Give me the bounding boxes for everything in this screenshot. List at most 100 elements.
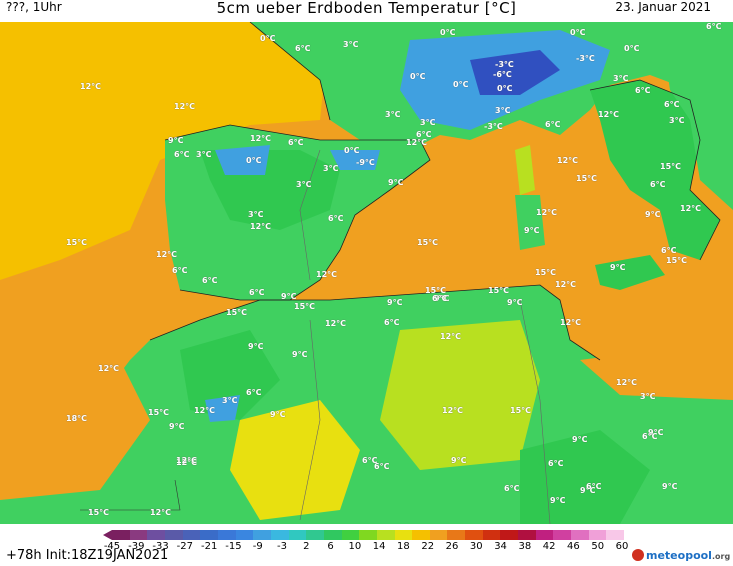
- temperature-label: 6°C: [545, 120, 561, 129]
- temperature-label: 6°C: [432, 294, 448, 303]
- temperature-label: 6°C: [362, 456, 378, 465]
- colorbar-tick-label: -39: [128, 541, 145, 552]
- temperature-label: 15°C: [66, 238, 88, 247]
- temperature-label: 3°C: [323, 164, 339, 173]
- temperature-label: 6°C: [706, 22, 722, 31]
- temperature-label: -9°C: [356, 158, 375, 167]
- temperature-label: 9°C: [281, 292, 297, 301]
- temperature-label: 12°C: [316, 270, 338, 279]
- temperature-label: 3°C: [296, 180, 312, 189]
- colorbar-tick-label: 10: [348, 541, 362, 552]
- colorbar-tick-label: 38: [518, 541, 532, 552]
- temperature-label: 3°C: [420, 118, 436, 127]
- colorbar-segment: [182, 530, 201, 540]
- temperature-label: 15°C: [417, 238, 439, 247]
- colorbar-tick-label: -3: [277, 541, 287, 552]
- temperature-label: 6°C: [288, 138, 304, 147]
- run-label: ???, 1Uhr: [6, 0, 62, 14]
- colorbar-tick-label: 26: [445, 541, 459, 552]
- temperature-label: 6°C: [295, 44, 311, 53]
- temperature-label: 12°C: [557, 156, 579, 165]
- temperature-label: 3°C: [640, 392, 656, 401]
- colorbar-tick-label: 14: [372, 541, 386, 552]
- temperature-label: 9°C: [580, 486, 596, 495]
- temperature-label: 6°C: [642, 432, 658, 441]
- temperature-label: 6°C: [249, 288, 265, 297]
- meteopool-logo[interactable]: meteopool.org: [632, 549, 730, 562]
- temperature-label: 9°C: [434, 294, 450, 303]
- colorbar-segment: [306, 530, 324, 540]
- colorbar-segment: [482, 530, 501, 540]
- colorbar-segment: [129, 530, 148, 540]
- temperature-label: 12°C: [194, 406, 216, 415]
- logo-suffix: .org: [711, 552, 731, 561]
- temperature-label: 12°C: [174, 102, 196, 111]
- temperature-label: 9°C: [524, 226, 540, 235]
- colorbar-tick-label: 6: [327, 541, 334, 552]
- temperature-label: 12°C: [176, 456, 198, 465]
- temperature-label: 9°C: [648, 428, 664, 437]
- temperature-label: 9°C: [662, 482, 678, 491]
- temperature-label: 0°C: [246, 156, 262, 165]
- temperature-label: 9°C: [169, 422, 185, 431]
- temperature-label: -3°C: [495, 60, 514, 69]
- temperature-label: -3°C: [576, 54, 595, 63]
- header-bar: ???, 1Uhr 5cm ueber Erdboden Temperatur …: [0, 0, 733, 22]
- colorbar-segment: [500, 530, 519, 540]
- temperature-label: 0°C: [410, 72, 426, 81]
- temperature-label: 0°C: [344, 146, 360, 155]
- colorbar-arrow: [103, 530, 112, 540]
- temperature-label: 6°C: [328, 214, 344, 223]
- colorbar-tick-label: -33: [152, 541, 169, 552]
- colorbar-segment: [606, 530, 625, 540]
- temperature-label: 12°C: [598, 110, 620, 119]
- temperature-label: -3°C: [484, 122, 503, 131]
- colorbar-segment: [147, 530, 165, 540]
- colorbar-segment: [412, 530, 430, 540]
- temperature-label: 12°C: [560, 318, 582, 327]
- logo-text: meteopool: [646, 549, 712, 562]
- temperature-label: 6°C: [548, 459, 564, 468]
- temperature-label: 6°C: [504, 484, 520, 493]
- temperature-label: 6°C: [246, 388, 262, 397]
- colorbar-segment: [518, 530, 536, 540]
- temperature-label: 15°C: [535, 268, 557, 277]
- colorbar-tick-label: -15: [225, 541, 242, 552]
- footer-bar: -45 -39 -33 -27 -21 -15 -9 -3 2 6 10 14 18 22 26 30 34 38…: [0, 524, 733, 566]
- temperature-label: 6°C: [202, 276, 218, 285]
- colorbar-segment: [535, 530, 554, 540]
- temperature-label: 9°C: [270, 410, 286, 419]
- temperature-label: 9°C: [507, 298, 523, 307]
- colorbar-segment: [323, 530, 342, 540]
- temperature-label: 0°C: [453, 80, 469, 89]
- temperature-label: 12°C: [325, 319, 347, 328]
- colorbar-tick-label: 42: [542, 541, 556, 552]
- temperature-label: 6°C: [586, 482, 602, 491]
- colorbar-tick-label: 2: [303, 541, 310, 552]
- colorbar-tick-label: 22: [421, 541, 435, 552]
- temperature-label: 12°C: [250, 222, 272, 231]
- temperature-label: 12°C: [680, 204, 702, 213]
- colorbar-tick-label: -27: [176, 541, 194, 552]
- colorbar-tick-label: 18: [397, 541, 410, 552]
- temperature-label: 15°C: [510, 406, 532, 415]
- temperature-label: 12°C: [442, 406, 464, 415]
- temperature-label: 15°C: [226, 308, 248, 317]
- colorbar-segment: [270, 530, 289, 540]
- temperature-label: 6°C: [635, 86, 651, 95]
- colorbar-segment: [253, 530, 271, 540]
- temperature-label: 3°C: [222, 396, 238, 405]
- colorbar-ticks: -45 -39 -33 -27 -21 -15 -9 -3 2 6 10 14 18 22 26 30 34 38…: [104, 541, 632, 553]
- temperature-label: -6°C: [493, 70, 512, 79]
- temperature-label: 6°C: [374, 462, 390, 471]
- temperature-label: 12°C: [150, 508, 172, 517]
- colorbar-segment: [359, 530, 377, 540]
- colorbar-segment: [465, 530, 483, 540]
- temperature-label: 0°C: [440, 28, 456, 37]
- colorbar-tick-label: 50: [591, 541, 605, 552]
- temperature-label: 9°C: [550, 496, 566, 505]
- colorbar-segment: [376, 530, 395, 540]
- temperature-label: 9°C: [248, 342, 264, 351]
- forecast-date: 23. Januar 2021: [615, 0, 711, 14]
- temperature-label: 3°C: [196, 150, 212, 159]
